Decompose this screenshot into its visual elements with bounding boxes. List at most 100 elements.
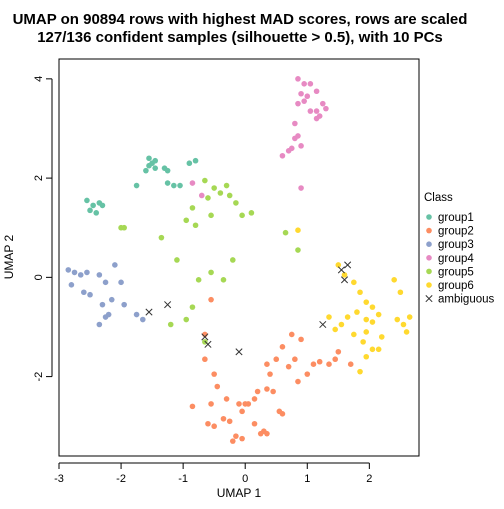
legend-title: Class	[424, 192, 453, 204]
point-group5	[208, 269, 214, 276]
point-group4	[301, 81, 307, 87]
point-group6	[394, 316, 401, 323]
point-group6	[363, 299, 370, 305]
point-group5	[189, 205, 196, 211]
point-group4	[323, 105, 329, 112]
point-group2	[257, 430, 264, 437]
point-group1	[84, 197, 90, 204]
legend-marker-group3	[426, 241, 432, 247]
point-group2	[310, 361, 317, 367]
legend-marker-group6	[426, 282, 432, 288]
point-group2	[233, 433, 239, 439]
x-tick-label: 2	[366, 473, 372, 485]
point-group3	[77, 272, 84, 278]
point-group6	[391, 277, 397, 283]
point-group5	[233, 200, 239, 206]
point-group2	[279, 344, 286, 350]
y-tick-label: 4	[33, 76, 45, 82]
point-group1	[90, 202, 96, 209]
point-group1	[87, 207, 93, 214]
legend-marker-group2	[426, 227, 432, 234]
point-group6	[363, 316, 370, 323]
point-group2	[189, 403, 196, 410]
point-group2	[264, 430, 270, 437]
point-group2	[273, 356, 280, 363]
point-group2	[211, 371, 217, 377]
point-group2	[220, 415, 227, 422]
point-group5	[167, 321, 174, 328]
point-group5	[211, 185, 217, 191]
chart-title: UMAP on 90894 rows with highest MAD scor…	[13, 11, 468, 28]
point-group6	[332, 326, 339, 333]
point-group5	[183, 316, 190, 323]
y-axis: -2 0 2 4	[33, 76, 53, 381]
point-group3	[71, 269, 78, 276]
point-group4	[189, 180, 196, 186]
point-group1	[161, 165, 168, 171]
point-group5	[195, 277, 202, 283]
x-axis-label: UMAP 1	[217, 486, 262, 500]
point-ambiguous	[340, 276, 349, 284]
legend-label-ambiguous: ambiguous	[438, 294, 495, 306]
point-group3	[99, 301, 106, 308]
point-group2	[304, 371, 311, 377]
x-tick-label: -1	[178, 473, 188, 485]
point-group6	[357, 289, 363, 296]
x-tick-label: -3	[54, 473, 64, 485]
point-group4	[198, 192, 205, 199]
point-group6	[369, 346, 376, 353]
point-group6	[397, 289, 404, 296]
point-group4	[307, 108, 314, 114]
legend-marker-group4	[426, 254, 432, 261]
point-group4	[295, 76, 301, 82]
point-group2	[223, 396, 230, 402]
point-group6	[378, 334, 385, 340]
point-group1	[133, 182, 140, 189]
point-group6	[375, 346, 382, 353]
point-group3	[105, 311, 112, 318]
point-group2	[279, 411, 286, 417]
point-group3	[84, 269, 90, 276]
point-group5	[208, 212, 214, 219]
point-group6	[360, 339, 366, 345]
point-group4	[298, 185, 304, 191]
point-ambiguous	[201, 333, 209, 341]
point-ambiguous	[145, 308, 153, 316]
point-group5	[189, 304, 196, 310]
point-group5	[158, 234, 165, 241]
point-group4	[313, 108, 320, 114]
point-group2	[208, 296, 214, 303]
point-group6	[369, 304, 376, 310]
point-group1	[149, 160, 155, 167]
point-group2	[211, 423, 217, 430]
point-group2	[251, 396, 258, 402]
chart-subtitle: 127/136 confident samples (silhouette > …	[37, 29, 443, 46]
point-group2	[229, 438, 236, 444]
point-group5	[248, 210, 255, 216]
point-group4	[313, 115, 320, 122]
point-group2	[239, 408, 245, 415]
legend-label-group6: group6	[438, 280, 474, 292]
point-group5	[226, 192, 233, 199]
point-group6	[344, 314, 351, 320]
point-group6	[351, 331, 357, 338]
point-group3	[108, 296, 115, 303]
point-group2	[295, 378, 301, 385]
point-group3	[65, 267, 72, 273]
point-group6	[369, 319, 376, 325]
point-group6	[295, 227, 301, 234]
point-group6	[335, 262, 342, 268]
point-group4	[307, 81, 314, 87]
legend-label-group4: group4	[438, 253, 474, 265]
point-group5	[229, 257, 236, 263]
point-group2	[264, 386, 270, 392]
point-group2	[205, 420, 211, 427]
legend-label-group5: group5	[438, 266, 474, 278]
point-ambiguous	[344, 261, 352, 269]
point-group2	[251, 420, 258, 427]
point-group5	[174, 257, 180, 263]
point-group3	[81, 289, 87, 296]
point-group4	[279, 152, 286, 159]
point-group1	[93, 210, 100, 216]
